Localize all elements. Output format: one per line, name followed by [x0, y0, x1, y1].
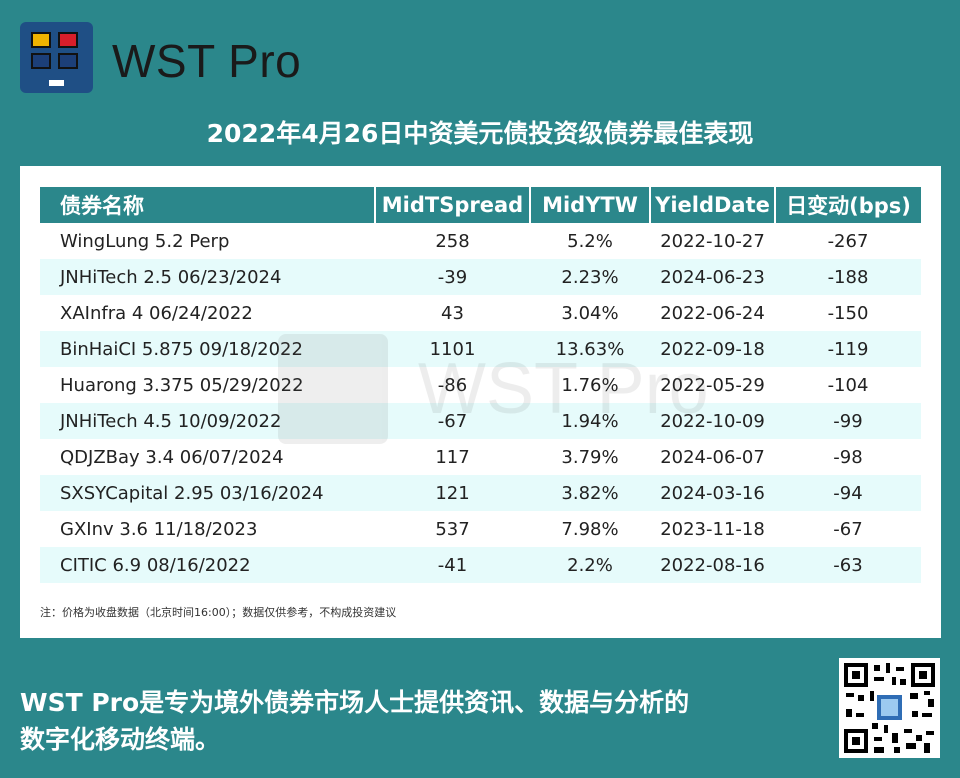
table-cell: -104 [827, 374, 869, 396]
table-cell: 2022-05-29 [660, 374, 765, 396]
table-cell: 5.2% [567, 230, 613, 252]
table-row: XAInfra 4 06/24/2022 43 3.04% 2022-06-24 -15… [40, 295, 921, 331]
bond-name-cell: SXSYCapital 2.95 03/16/2024 [40, 475, 375, 511]
table-row: SXSYCapital 2.95 03/16/2024 121 3.82% 2024-… [40, 475, 921, 511]
qr-code-graphic [844, 663, 935, 753]
bond-name-cell: JNHiTech 4.5 10/09/2022 [40, 403, 375, 439]
table-cell: 3.79% [561, 446, 619, 468]
table-cell: 43 [441, 302, 464, 324]
table-row: GXInv 3.6 11/18/2023 537 7.98% 2023-11-18 -6… [40, 511, 921, 547]
table-row: WingLung 5.2 Perp 258 5.2% 2022-10-27 -267 [40, 223, 921, 259]
table-row: JNHiTech 4.5 10/09/2022 -67 1.94% 2022-10-0… [40, 403, 921, 439]
table-cell: -86 [437, 374, 468, 396]
table-cell: 7.98% [561, 518, 619, 540]
table-cell: 537 [435, 518, 470, 540]
wst-logo-icon [20, 22, 93, 93]
table-cell: -119 [775, 331, 921, 367]
table-row: BinHaiCI 5.875 09/18/2022 1101 13.63% 2022-… [40, 331, 921, 367]
table-row: QDJZBay 3.4 06/07/2024 117 3.79% 2024-06-07… [40, 439, 921, 475]
table-cell: -39 [375, 259, 530, 295]
table-header-row: 债券名称 MidTSpread MidYTW YieldDate 日变动(bps… [40, 187, 921, 223]
table-cell: 2022-10-09 [650, 403, 775, 439]
bond-name-cell: XAInfra 4 06/24/2022 [60, 302, 253, 324]
table-cell: -98 [833, 446, 863, 468]
table-cell: 121 [375, 475, 530, 511]
footnote: 注：价格为收盘数据（北京时间16:00）；数据仅供参考，不构成投资建议 [40, 606, 397, 619]
table-cell: 1.94% [530, 403, 650, 439]
column-header: 债券名称 [40, 187, 376, 223]
footer-line: WST Pro是专为境外债券市场人士提供资讯、数据与分析的 [20, 688, 690, 717]
footer-line: 数字化移动终端。 [20, 725, 221, 754]
column-header: 日变动(bps) [775, 187, 921, 223]
bond-name-cell: BinHaiCI 5.875 09/18/2022 [40, 331, 375, 367]
table-cell: 1.76% [561, 374, 619, 396]
table-cell: -188 [775, 259, 921, 295]
table-cell: 2024-06-07 [660, 446, 765, 468]
page-title: 2022年4月26日中资美元债投资级债券最佳表现 [206, 119, 754, 148]
table-cell: 2022-08-16 [650, 547, 775, 583]
bond-name-cell: GXInv 3.6 11/18/2023 [60, 518, 258, 540]
table-cell: 2022-06-24 [660, 302, 765, 324]
table-cell: 13.63% [530, 331, 650, 367]
table-cell: -41 [375, 547, 530, 583]
table-cell: 258 [435, 230, 470, 252]
table-cell: -67 [833, 518, 863, 540]
table-cell: 2022-10-27 [660, 230, 765, 252]
column-header: YieldDate [650, 187, 776, 223]
table-row: JNHiTech 2.5 06/23/2024 -39 2.23% 2024-06-2… [40, 259, 921, 295]
table-row: Huarong 3.375 05/29/2022 -86 1.76% 2022-05-… [40, 367, 921, 403]
table-cell: 2022-09-18 [650, 331, 775, 367]
table-cell: -267 [827, 230, 869, 252]
table-cell: 3.82% [530, 475, 650, 511]
bond-name-cell: QDJZBay 3.4 06/07/2024 [60, 446, 284, 468]
table-cell: -94 [775, 475, 921, 511]
bond-name-cell: JNHiTech 2.5 06/23/2024 [40, 259, 375, 295]
table-cell: 3.04% [561, 302, 619, 324]
table-row: CITIC 6.9 08/16/2022 -41 2.2% 2022-08-16 -63 [40, 547, 921, 583]
table-cell: 2024-03-16 [650, 475, 775, 511]
table-cell: 2024-06-23 [650, 259, 775, 295]
table-cell: 2.2% [530, 547, 650, 583]
table-cell: -67 [375, 403, 530, 439]
table-cell: -150 [827, 302, 869, 324]
qr-code-icon [839, 658, 940, 758]
table-cell: -99 [775, 403, 921, 439]
table-cell: 117 [435, 446, 470, 468]
footer-text: WST Pro是专为境外债券市场人士提供资讯、数据与分析的 数字化移动终端。 [20, 684, 800, 758]
table-cell: -63 [775, 547, 921, 583]
table-cell: 2.23% [530, 259, 650, 295]
bond-name-cell: CITIC 6.9 08/16/2022 [40, 547, 375, 583]
brand-name: WST Pro [112, 35, 302, 87]
table-cell: 1101 [375, 331, 530, 367]
column-header: MidYTW [530, 187, 651, 223]
column-header: MidTSpread [375, 187, 531, 223]
bond-table: 债券名称 MidTSpread MidYTW YieldDate 日变动(bps… [40, 187, 921, 583]
bond-name-cell: WingLung 5.2 Perp [60, 230, 230, 252]
table-cell: 2023-11-18 [660, 518, 765, 540]
table-card: 债券名称 MidTSpread MidYTW YieldDate 日变动(bps… [20, 166, 941, 638]
bond-name-cell: Huarong 3.375 05/29/2022 [60, 374, 304, 396]
